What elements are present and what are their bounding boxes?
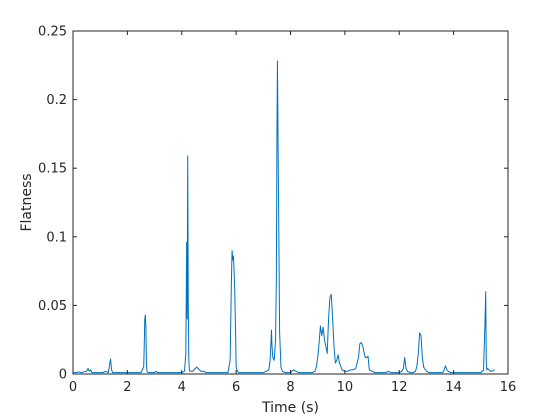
x-tick-label: 12 bbox=[391, 380, 408, 395]
plot-area bbox=[73, 31, 508, 374]
y-tick-label: 0.25 bbox=[38, 25, 67, 40]
x-tick-label: 0 bbox=[69, 380, 77, 395]
y-tick-label: 0.2 bbox=[46, 93, 67, 108]
series-layer bbox=[73, 60, 495, 374]
x-tick-label: 4 bbox=[178, 380, 186, 395]
x-tick-label: 2 bbox=[123, 380, 131, 395]
x-tick-label: 6 bbox=[232, 380, 240, 395]
y-axis-label: Flatness bbox=[19, 173, 35, 231]
x-axis-label: Time (s) bbox=[261, 400, 319, 416]
x-tick-label: 10 bbox=[337, 380, 354, 395]
y-axis-ticks: 0 0.05 0.1 0.15 0.2 0.25 bbox=[38, 25, 508, 383]
y-tick-label: 0.15 bbox=[38, 162, 67, 177]
x-tick-label: 14 bbox=[445, 380, 462, 395]
y-tick-label: 0.1 bbox=[46, 230, 67, 245]
series-line bbox=[73, 60, 495, 374]
x-tick-label: 16 bbox=[500, 380, 517, 395]
y-tick-label: 0 bbox=[59, 368, 67, 383]
x-axis-ticks: 0 2 4 6 8 10 12 14 16 bbox=[69, 31, 516, 395]
x-tick-label: 8 bbox=[286, 380, 294, 395]
y-tick-label: 0.05 bbox=[38, 299, 67, 314]
